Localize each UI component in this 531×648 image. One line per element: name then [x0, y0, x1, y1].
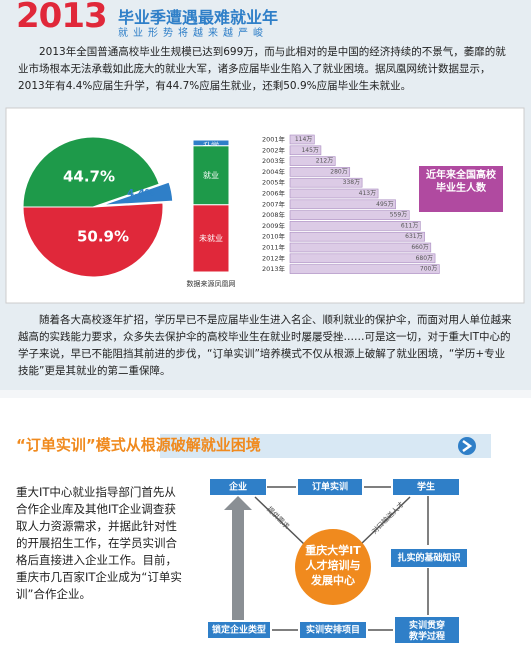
year-label: 2006年: [262, 189, 286, 198]
bar: [289, 210, 410, 220]
bar: [289, 253, 436, 264]
bar: [289, 188, 379, 199]
bar: [289, 167, 351, 177]
bar: [289, 242, 432, 253]
stack-source: 数据来源凤凰网: [187, 279, 236, 288]
section-title: “订单实训”模式从根源破解就业困境: [16, 436, 261, 454]
pie-label: 4.4%: [127, 188, 155, 199]
flow-node: [210, 479, 266, 495]
year-label: 2010年: [262, 232, 286, 241]
bar-value-label: 212万: [316, 158, 333, 165]
year-label: 2008年: [262, 210, 286, 219]
year-label: 2001年: [262, 135, 286, 144]
header-title: 毕业季遭遇最难就业年: [118, 8, 279, 27]
pie-label: 44.7%: [63, 168, 115, 186]
bar: [289, 156, 336, 166]
bar-value-label: 495万: [376, 201, 393, 208]
section-text: 重大IT中心就业指导部门首先从合作企业库及其他IT企业调查获取人力资源需求，并据…: [16, 485, 182, 601]
bar-value-label: 280万: [330, 168, 347, 175]
year-label: 2004年: [262, 167, 286, 176]
bar-value-label: 611万: [401, 222, 418, 229]
center-label: 重庆大学IT人才培训与发展中心: [305, 544, 361, 587]
flow-node: [300, 622, 366, 638]
pie-slice: [102, 181, 174, 206]
year-label: 2011年: [262, 243, 286, 252]
bar-value-label: 660万: [411, 244, 428, 251]
flow-node-label: 实训安排项目: [306, 624, 360, 636]
year-label: 2007年: [262, 199, 286, 208]
pie-slice: [22, 136, 160, 208]
year-label: 2005年: [262, 178, 286, 187]
flow-node-label: 锁定企业类型: [212, 624, 266, 636]
arrow-button[interactable]: [458, 437, 476, 455]
bar-value-label: 631万: [405, 233, 422, 240]
year-label: 2009年: [262, 221, 286, 230]
bar-value-label: 559万: [390, 212, 407, 219]
flow-node: [208, 622, 270, 638]
year-label: 2003年: [262, 156, 286, 165]
bar: [289, 199, 396, 210]
stack-segment: [192, 145, 230, 206]
header-subtitle: 就业形势将越来越严峻: [118, 28, 268, 39]
flow-node: [393, 479, 459, 495]
title-strip: [160, 434, 491, 458]
flow-node: [298, 479, 362, 495]
year-label: 2002年: [262, 145, 286, 154]
flow-node: [395, 617, 459, 643]
flow-node-label: 企业: [228, 481, 247, 493]
bar-value-label: 145万: [301, 147, 318, 154]
year-label: 2013年: [262, 264, 286, 273]
bar-value-label: 413万: [359, 190, 376, 197]
stack-label: 就业: [203, 170, 219, 180]
body-text: 随着各大高校逐年扩招，学历早已不是应届毕业生进入名企、顺利就业的保护伞，而面对用…: [18, 314, 512, 377]
flow-node-label: 扎实的基础知识: [397, 552, 460, 564]
flow-node: [391, 549, 467, 567]
bar: [289, 264, 440, 274]
flow-node-label: 实训贯穿教学过程: [408, 619, 445, 642]
bar-value-label: 114万: [295, 136, 312, 143]
flow-arrows: [254, 486, 429, 631]
arrow-icon: [462, 439, 473, 453]
flow-node-label: 学生: [417, 481, 435, 493]
bar-value-label: 700万: [420, 266, 437, 273]
bar-value-label: 680万: [416, 255, 433, 262]
bar: [289, 231, 425, 242]
center-circle: [295, 529, 371, 605]
intro: 2013年全国普通高校毕业生规模已达到699万，而与此相对的是中国的经济持续的不…: [18, 46, 506, 92]
bar-value-label: 338万: [343, 179, 360, 186]
big-arrow: [224, 496, 252, 620]
pie-slice: [22, 202, 164, 278]
header-year: 2013: [16, 0, 108, 36]
bar-chart-title: 近年来全国高校毕业生人数: [419, 166, 503, 212]
year-label: 2012年: [262, 253, 286, 262]
bar: [289, 177, 363, 188]
bar: [289, 145, 322, 156]
flow-node-label: 订单实训: [312, 481, 348, 493]
bar: [289, 134, 315, 145]
bar: [289, 221, 421, 231]
stack-label: 未就业: [199, 233, 223, 243]
stack-segment: [192, 204, 230, 273]
pie-label: 50.9%: [77, 228, 129, 246]
